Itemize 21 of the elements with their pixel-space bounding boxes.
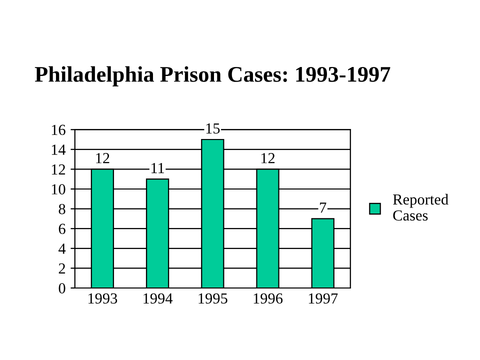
y-tick-label: 6 bbox=[58, 224, 66, 234]
y-tick-label: 0 bbox=[58, 283, 66, 294]
data-label: 12 bbox=[96, 153, 110, 164]
data-label: 7 bbox=[320, 202, 326, 213]
y-tick-label: 4 bbox=[58, 244, 66, 254]
y-tick-label: 16 bbox=[52, 124, 66, 136]
y-tick-label: 8 bbox=[58, 204, 66, 214]
x-tick-label: 1996 bbox=[254, 293, 283, 304]
y-tick-label: 12 bbox=[52, 164, 66, 174]
x-tick-label: 1994 bbox=[144, 293, 173, 304]
x-tick-label: 1995 bbox=[198, 293, 228, 304]
data-label: 12 bbox=[261, 153, 275, 164]
x-tick-label: 1997 bbox=[308, 293, 338, 304]
y-tick-label: 2 bbox=[58, 263, 66, 274]
data-label: 11 bbox=[152, 162, 164, 174]
y-tick-label: 10 bbox=[52, 184, 66, 194]
x-tick-label: 1993 bbox=[88, 293, 118, 304]
y-tick-label: 14 bbox=[52, 144, 66, 155]
data-label: 15 bbox=[206, 123, 220, 134]
legend-label: Reported Cases bbox=[393, 194, 448, 221]
chart-title: Philadelphia Prison Cases: 1993-1997 bbox=[34, 66, 390, 86]
